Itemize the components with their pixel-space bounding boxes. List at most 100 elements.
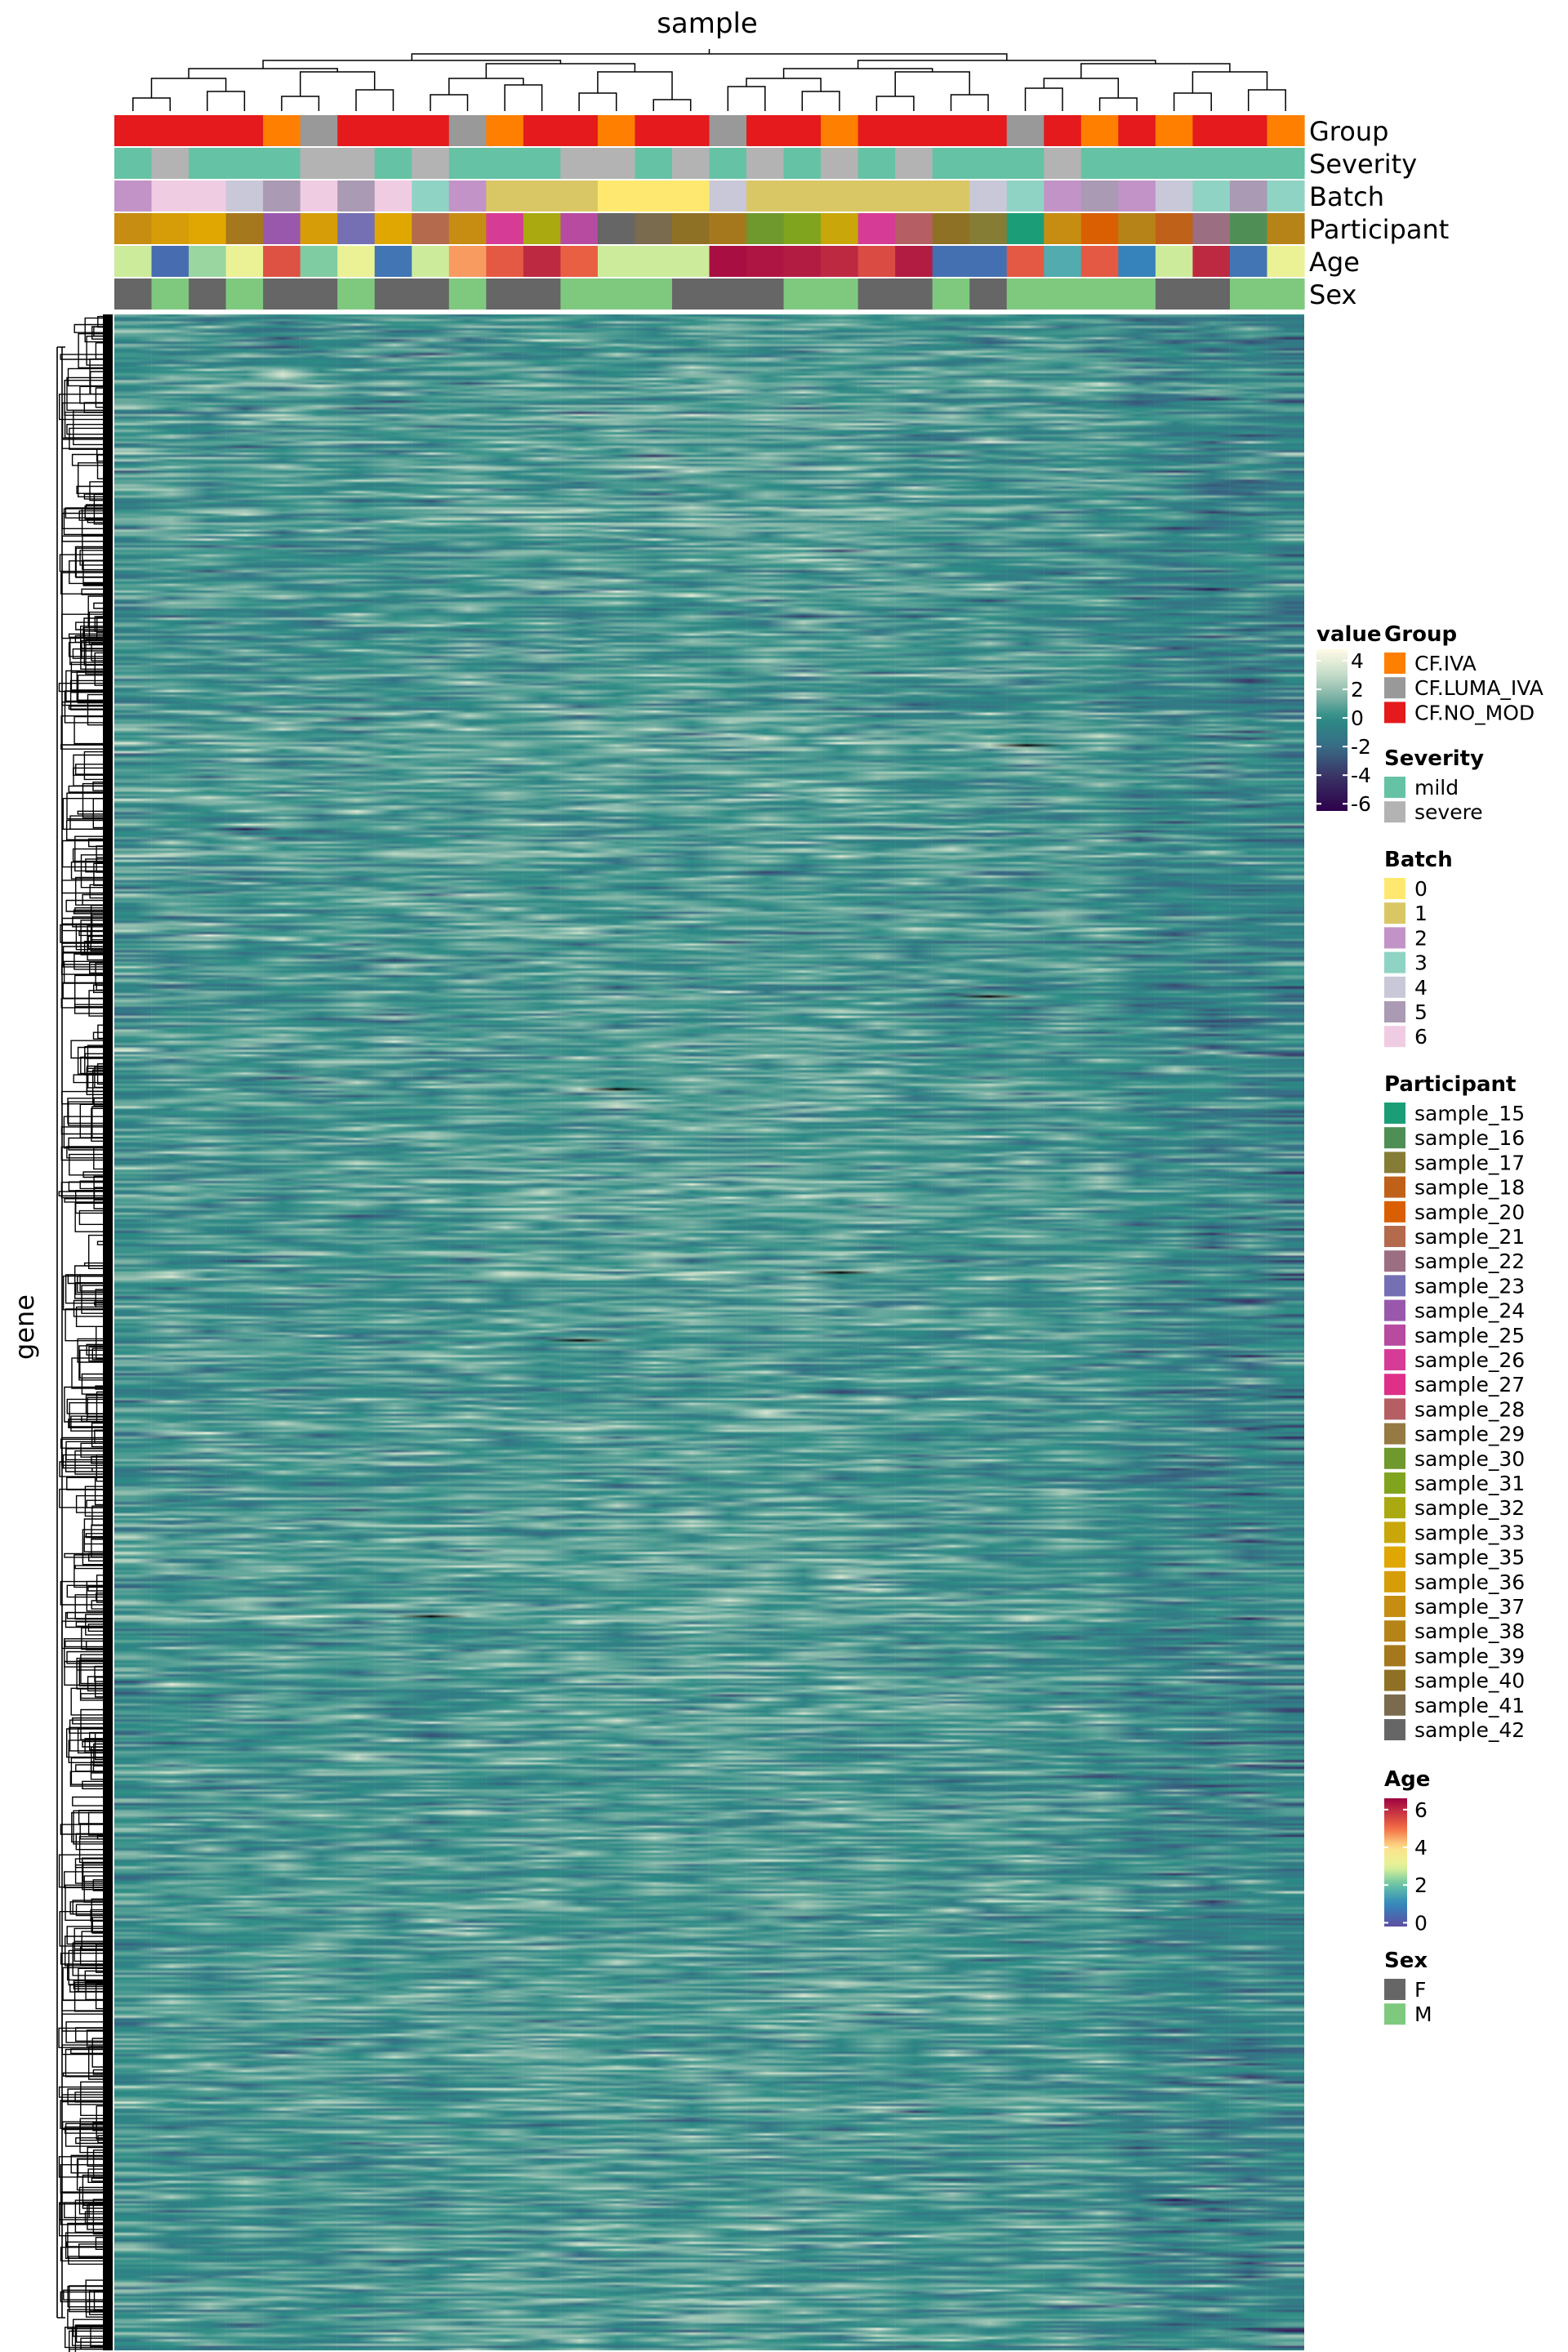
legend-participant-label: sample_16 [1414, 1126, 1525, 1150]
annotation-cell-batch [374, 180, 412, 212]
legend-participant-swatch [1384, 1152, 1405, 1174]
annotation-cell-age [635, 246, 673, 277]
annotation-cell-severity [1192, 148, 1231, 179]
annotation-cell-group [1267, 115, 1305, 146]
legend-participant-swatch [1384, 1275, 1405, 1297]
legend-value-tick-label: 0 [1351, 706, 1364, 730]
annotation-cell-age [1118, 246, 1156, 277]
legend-age-tick-label: 4 [1414, 1836, 1428, 1860]
annotation-cell-age [671, 246, 710, 277]
dendrogram-branch [299, 71, 376, 96]
legend-participant-label: sample_24 [1414, 1299, 1525, 1323]
row-dendrogram-leaves [103, 314, 113, 2350]
annotation-cell-age [783, 246, 822, 277]
annotation-cell-group [597, 115, 636, 146]
annotation-label-age: Age [1309, 247, 1360, 278]
annotation-cell-batch [337, 180, 376, 212]
annotation-cell-sex [560, 278, 599, 310]
dendrogram-branch [132, 97, 172, 111]
legend-age-tick-label: 6 [1414, 1798, 1428, 1822]
annotation-cell-severity [932, 148, 970, 179]
dendrogram-branch [207, 91, 246, 111]
annotation-cell-age [374, 246, 412, 277]
annotation-cell-batch [486, 180, 524, 212]
row-dendrogram-branches [58, 315, 103, 2352]
row-dendrogram-trunk [56, 346, 65, 2319]
annotation-cell-sex [374, 278, 412, 310]
annotation-cell-severity [1006, 148, 1045, 179]
annotation-cell-participant [225, 213, 264, 244]
annotation-cell-severity [597, 148, 636, 179]
legend-participant-swatch [1384, 1521, 1405, 1544]
annotation-cell-batch [523, 180, 561, 212]
legend-participant-label: sample_36 [1414, 1570, 1525, 1594]
annotation-cell-group [746, 115, 785, 146]
annotation-cell-age [486, 246, 524, 277]
legend-participant-swatch [1384, 1102, 1405, 1124]
annotation-cell-sex [1155, 278, 1194, 310]
annotation-label-group: Group [1309, 116, 1388, 147]
legend-value-colorbar [1316, 649, 1348, 811]
legend-participant-label: sample_22 [1414, 1250, 1525, 1273]
annotation-cell-severity [263, 148, 301, 179]
legend-age-title: Age [1384, 1767, 1430, 1792]
annotation-cell-participant [821, 213, 859, 244]
legend-participant-label: sample_23 [1414, 1274, 1525, 1298]
annotation-cell-participant [114, 213, 153, 244]
legend-participant-swatch [1384, 1423, 1405, 1445]
annotation-cell-severity [635, 148, 673, 179]
legend-value-tick-label: -4 [1351, 764, 1371, 787]
annotation-cell-severity [337, 148, 376, 179]
dendrogram-branch [950, 94, 989, 111]
annotation-cell-severity [746, 148, 785, 179]
legend-sex-swatch [1384, 2003, 1405, 2025]
annotation-cell-age [821, 246, 859, 277]
annotation-cell-batch [1080, 180, 1119, 212]
annotation-cell-group [1044, 115, 1082, 146]
annotation-cell-sex [1229, 278, 1268, 310]
annotation-cell-batch [671, 180, 710, 212]
legend-batch-swatch [1384, 902, 1405, 924]
annotation-cell-batch [448, 180, 487, 212]
annotation-cell-batch [746, 180, 785, 212]
annotation-cell-participant [858, 213, 896, 244]
annotation-cell-sex [412, 278, 450, 310]
annotation-cell-participant [1006, 213, 1045, 244]
annotation-cell-age [225, 246, 264, 277]
legend-participant-swatch [1384, 1176, 1405, 1198]
legend-batch-swatch [1384, 878, 1405, 899]
heatmap-cells [114, 314, 1304, 2350]
annotation-cell-group [337, 115, 376, 146]
annotation-cell-participant [1044, 213, 1082, 244]
annotation-cell-severity [374, 148, 412, 179]
annotation-cell-severity [300, 148, 338, 179]
annotation-cell-group [709, 115, 747, 146]
annotation-cell-participant [486, 213, 524, 244]
legend-participant-label: sample_31 [1414, 1472, 1525, 1495]
annotation-cell-group [560, 115, 599, 146]
legend-batch-title: Batch [1384, 848, 1453, 872]
annotation-cell-sex [486, 278, 524, 310]
annotation-cell-batch [1006, 180, 1045, 212]
annotation-tracks [114, 115, 1305, 310]
annotation-cell-participant [597, 213, 636, 244]
annotation-cell-sex [671, 278, 710, 310]
annotation-cell-severity [969, 148, 1008, 179]
annotation-cell-age [263, 246, 301, 277]
annotation-cell-group [1229, 115, 1268, 146]
annotation-cell-participant [337, 213, 376, 244]
dendrogram-branch [1247, 89, 1286, 111]
annotation-cell-sex [1006, 278, 1045, 310]
annotation-cell-group [486, 115, 524, 146]
annotation-cell-participant [932, 213, 970, 244]
annotation-cell-group [300, 115, 338, 146]
legend-severity-label: severe [1414, 800, 1483, 824]
legend-participant-swatch [1384, 1694, 1405, 1716]
annotation-label-severity: Severity [1309, 149, 1417, 180]
annotation-cell-batch [1229, 180, 1268, 212]
legend-participant-swatch [1384, 1497, 1405, 1519]
legend-participant-swatch [1384, 1374, 1405, 1396]
annotation-cell-batch [709, 180, 747, 212]
annotation-cell-participant [969, 213, 1008, 244]
